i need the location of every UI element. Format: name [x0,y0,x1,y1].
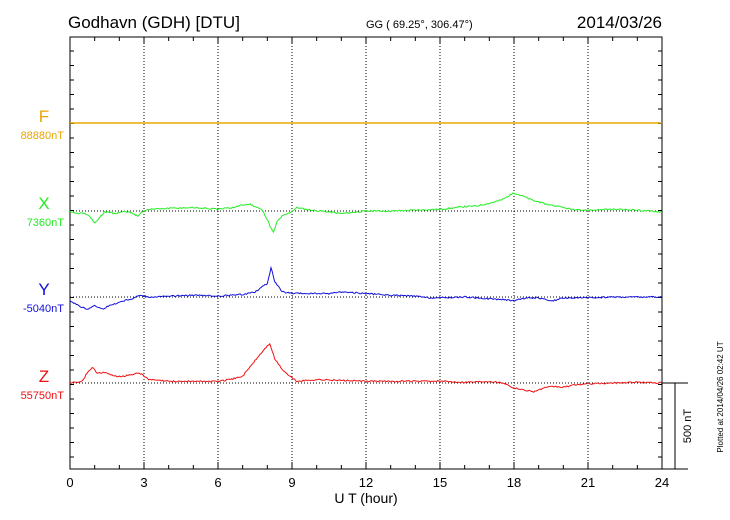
x-tick-label: 9 [288,475,295,490]
x-tick-label: 0 [66,475,73,490]
series-labels: F 88880nT X 7360nT Y -5040nT Z 55750nT [21,107,65,402]
x-tick-label: 21 [581,475,595,490]
x-axis-label: U T (hour) [334,490,397,506]
series-z-name: Z [39,367,49,386]
series-z-baseline-label: 55750nT [21,390,65,402]
x-tick-label: 6 [214,475,221,490]
scale-bar: 500 nT [662,382,694,470]
series-x-line [69,192,663,234]
series-x-baseline-label: 7360nT [27,217,65,229]
series-y-baseline-label: -5040nT [23,303,64,315]
series-group [69,122,663,393]
x-tick-label: 12 [359,475,373,490]
scale-bar-label: 500 nT [682,409,694,444]
series-x-name: X [38,194,49,213]
series-f-name: F [39,107,49,126]
x-tick-label: 24 [655,475,669,490]
series-z-line [69,342,663,393]
x-tick-labels: 0 3 6 9 12 15 18 21 24 [66,475,669,490]
x-tick-label: 18 [507,475,521,490]
series-y-name: Y [38,280,49,299]
x-tick-label: 3 [140,475,147,490]
plotted-timestamp: Plotted at 2014/04/26 02:42 UT [716,341,725,452]
station-title: Godhavn (GDH) [DTU] [68,13,240,32]
plot-date: 2014/03/26 [577,13,662,32]
x-tick-label: 15 [433,475,447,490]
station-coordinates: GG ( 69.25°, 306.47°) [366,19,473,31]
series-f-baseline-label: 88880nT [21,130,65,142]
grid-lines [143,37,589,469]
tick-marks [69,37,663,469]
series-y-line [69,265,663,310]
